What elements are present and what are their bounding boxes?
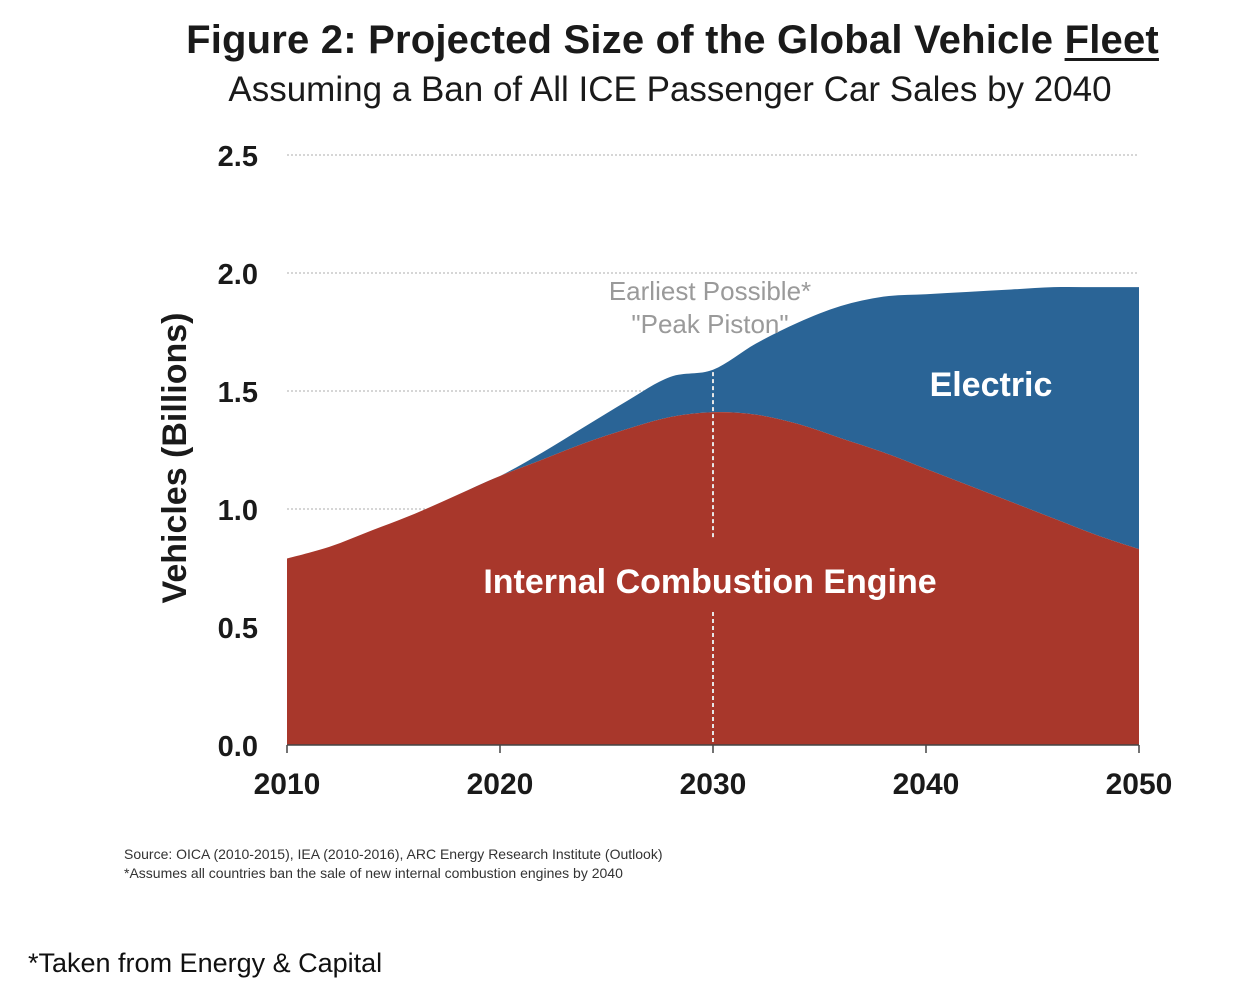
- assumption-note: *Assumes all countries ban the sale of n…: [124, 865, 623, 881]
- area-electric: [287, 286, 1139, 559]
- series-label-electric: Electric: [930, 366, 1053, 404]
- source-note: Source: OICA (2010-2015), IEA (2010-2016…: [124, 846, 663, 862]
- area-internal-combustion-engine: [287, 412, 1139, 745]
- chart-title-underlined: Fleet: [1064, 18, 1159, 62]
- x-tick-label-2050: 2050: [1106, 768, 1173, 801]
- y-tick-label-2.0: 2.0: [218, 259, 258, 291]
- credit-text: *Taken from Energy & Capital: [28, 948, 383, 978]
- x-tick-label-2030: 2030: [680, 768, 747, 801]
- annotation-peak-piston: "Peak Piston": [631, 309, 788, 339]
- y-tick-label-0.5: 0.5: [218, 613, 258, 645]
- x-tick-label-2040: 2040: [893, 768, 960, 801]
- y-tick-label-1.0: 1.0: [218, 495, 258, 527]
- series-label-ice: Internal Combustion Engine: [483, 563, 936, 601]
- chart-subtitle: Assuming a Ban of All ICE Passenger Car …: [228, 70, 1112, 109]
- y-axis-label: Vehicles (Billions): [156, 313, 194, 604]
- chart-title: Figure 2: Projected Size of the Global V…: [0, 18, 1250, 63]
- chart-title-main: Figure 2: Projected Size of the Global V…: [186, 18, 1065, 62]
- y-tick-label-0.0: 0.0: [218, 731, 258, 763]
- y-tick-label-1.5: 1.5: [218, 377, 258, 409]
- x-tick-label-2010: 2010: [254, 768, 321, 801]
- y-tick-label-2.5: 2.5: [218, 141, 258, 173]
- x-tick-label-2020: 2020: [467, 768, 534, 801]
- annotation-earliest-possible: Earliest Possible*: [609, 276, 811, 306]
